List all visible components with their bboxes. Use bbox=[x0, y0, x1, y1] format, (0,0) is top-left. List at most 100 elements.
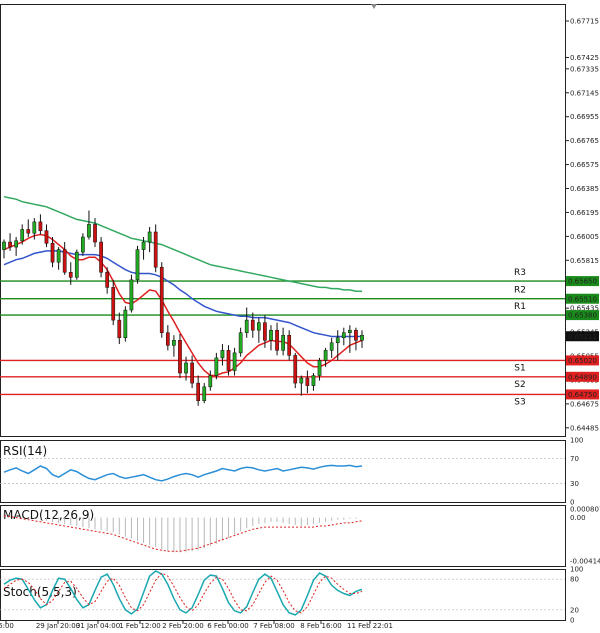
current-price-badge bbox=[566, 331, 599, 342]
time-tick-label: 31 Jan 04:00 bbox=[76, 622, 120, 630]
candle-body bbox=[2, 241, 6, 250]
pivot-price-badge bbox=[566, 276, 599, 287]
candle-body bbox=[269, 329, 273, 341]
pivot-name-r3: R3 bbox=[514, 268, 526, 278]
candle-body bbox=[20, 229, 25, 242]
candle-body bbox=[317, 360, 322, 376]
candle-body bbox=[50, 243, 55, 263]
candle-body bbox=[44, 230, 49, 244]
candle-body bbox=[250, 319, 255, 331]
price-tick-label: 0.66385 bbox=[570, 185, 599, 193]
candle-body bbox=[74, 251, 79, 278]
rsi-line bbox=[3, 464, 363, 482]
pivot-price-label: 0.64750 bbox=[568, 391, 597, 399]
stoch-tick-label: 80 bbox=[570, 576, 579, 584]
candle-body bbox=[147, 231, 152, 243]
candle-body bbox=[348, 329, 352, 333]
macd-tick-label: 0.000807 bbox=[570, 506, 600, 514]
pivot-name-r2: R2 bbox=[514, 286, 526, 296]
pivot-price-label: 0.65650 bbox=[568, 278, 597, 286]
price-tick-label: 0.65435 bbox=[570, 305, 599, 313]
candle-body bbox=[165, 332, 170, 346]
candle-body bbox=[275, 329, 279, 351]
time-tick-label: 1 Feb 12:00 bbox=[119, 622, 160, 630]
candle-body bbox=[220, 350, 225, 359]
candle-body bbox=[341, 332, 346, 339]
candle-body bbox=[208, 375, 213, 388]
candle-body bbox=[178, 340, 182, 374]
pivot-name-r1: R1 bbox=[514, 302, 526, 312]
candle-body bbox=[238, 332, 243, 354]
pivot-price-label: 0.65380 bbox=[568, 312, 597, 320]
candle-body bbox=[360, 334, 364, 341]
price-tick-label: 0.67335 bbox=[570, 65, 599, 73]
price-tick-label: 0.66005 bbox=[570, 233, 599, 241]
candle-body bbox=[56, 249, 61, 263]
candle-body bbox=[38, 221, 43, 231]
pivot-price-badge bbox=[566, 355, 599, 366]
chart-shift-icon bbox=[371, 4, 377, 9]
candle-body bbox=[184, 362, 188, 374]
rsi-tick-label: 30 bbox=[570, 480, 579, 488]
price-tick-label: 0.67145 bbox=[570, 89, 599, 97]
rsi-title: RSI(14) bbox=[3, 444, 47, 458]
stoch-tick-label: 20 bbox=[570, 606, 579, 614]
candle-body bbox=[8, 241, 12, 248]
candle-body bbox=[323, 350, 328, 361]
candle-body bbox=[311, 375, 316, 386]
stoch-d-line bbox=[3, 572, 363, 614]
macd-tick-label: 0.00 bbox=[570, 514, 586, 522]
pivot-price-badge bbox=[566, 371, 599, 382]
candle-body bbox=[117, 319, 122, 339]
stoch-title: Stoch(5,5,3) bbox=[3, 585, 77, 599]
pivot-price-label: 0.65510 bbox=[568, 295, 597, 303]
candle-body bbox=[196, 382, 201, 401]
pivot-name-s2: S2 bbox=[514, 380, 525, 390]
candle-body bbox=[135, 249, 140, 281]
stoch-panel bbox=[0, 569, 566, 621]
candle-body bbox=[129, 279, 134, 311]
macd-title: MACD(12,26,9) bbox=[3, 508, 94, 522]
candle-body bbox=[256, 322, 261, 331]
candle-body bbox=[93, 224, 97, 243]
candle-body bbox=[244, 319, 249, 333]
macd-panel bbox=[0, 505, 566, 567]
candle-body bbox=[81, 236, 85, 253]
candle-body bbox=[99, 241, 103, 273]
price-tick-label: 0.64485 bbox=[570, 424, 599, 432]
candle-body bbox=[32, 221, 37, 234]
candle-body bbox=[14, 240, 18, 248]
rsi-tick-label: 0 bbox=[570, 499, 574, 507]
candle-body bbox=[105, 272, 110, 288]
price-tick-label: 0.67425 bbox=[570, 54, 599, 62]
candle-body bbox=[141, 241, 146, 250]
rsi-tick-label: 70 bbox=[570, 455, 579, 463]
candle-body bbox=[299, 377, 304, 384]
time-tick-label: 7 Feb 08:00 bbox=[253, 622, 294, 630]
candle-body bbox=[190, 362, 194, 384]
macd-tick-label: -0.004142 bbox=[570, 558, 600, 566]
candle-body bbox=[329, 342, 334, 351]
candle-body bbox=[281, 334, 285, 351]
candle-body bbox=[305, 377, 310, 386]
current-price-label: 0.65212 bbox=[568, 333, 597, 341]
pivot-price-label: 0.65020 bbox=[568, 357, 597, 365]
price-tick-label: 0.66765 bbox=[570, 137, 599, 145]
rsi-tick-label: 100 bbox=[570, 437, 583, 445]
ma-slow-line bbox=[3, 195, 362, 292]
time-tick-label: 8 Feb 16:00 bbox=[300, 622, 341, 630]
candle-body bbox=[68, 272, 73, 278]
ma-fast-line bbox=[3, 233, 363, 377]
candle-body bbox=[123, 309, 128, 339]
candle-body bbox=[214, 357, 219, 376]
time-tick-label: 29 Jan 20:00 bbox=[36, 622, 80, 630]
price-tick-label: 0.66575 bbox=[570, 161, 599, 169]
candle-body bbox=[232, 352, 237, 371]
stoch-tick-label: 0 bbox=[570, 617, 574, 625]
time-tick-label: 6 Feb 00:00 bbox=[207, 622, 248, 630]
price-tick-label: 0.66195 bbox=[570, 209, 599, 217]
candle-body bbox=[354, 329, 358, 341]
candle-body bbox=[159, 266, 164, 333]
